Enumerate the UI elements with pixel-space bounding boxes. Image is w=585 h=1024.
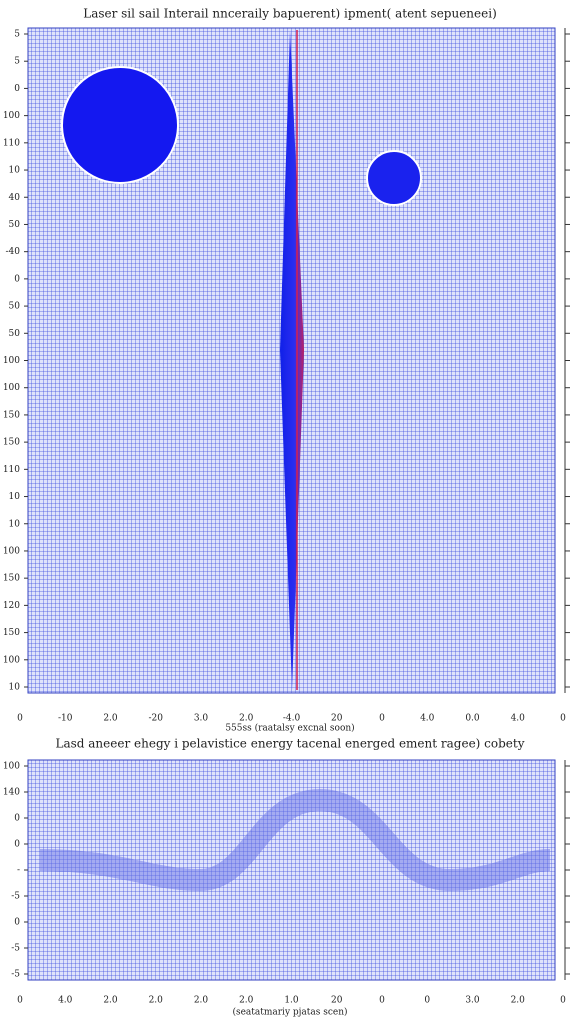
x-tick-label: 20	[331, 996, 343, 1006]
y-tick-label: 100	[3, 111, 20, 121]
y-tick-label: 5	[14, 57, 20, 67]
x-tick-label: 0	[17, 996, 23, 1006]
x-tick-label: 0	[379, 714, 385, 724]
y-tick-label: 110	[3, 465, 20, 475]
x-axis-label: 555ss (raatalsy excnal soon)	[225, 723, 354, 734]
y-tick-label: 100	[3, 762, 20, 772]
blob	[61, 66, 179, 184]
panel-title: Laser sil sail Interail nnceraily bapuer…	[83, 7, 497, 21]
y-tick-label: 50	[9, 220, 21, 230]
x-tick-label: 2.0	[149, 996, 164, 1006]
y-tick-label: 0	[14, 274, 20, 284]
x-tick-label: 4.0	[58, 996, 73, 1006]
x-tick-label: 2.0	[194, 996, 209, 1006]
x-tick-label: -20	[149, 714, 164, 724]
x-tick-label: -4.0	[283, 714, 301, 724]
y-tick-label: -	[17, 866, 20, 876]
spindle	[280, 30, 304, 690]
y-tick-label: 0	[14, 918, 20, 928]
x-tick-label: 3.0	[194, 714, 209, 724]
y-tick-label: 10	[9, 519, 21, 529]
y-tick-label: -5	[11, 970, 20, 980]
x-tick-label: 0.0	[465, 714, 480, 724]
y-tick-label: 100	[3, 383, 20, 393]
y-tick-label: 100	[3, 655, 20, 665]
y-tick-label: 5	[14, 30, 20, 40]
x-tick-label: 1.0	[284, 996, 299, 1006]
y-tick-label: 100	[3, 356, 20, 366]
y-tick-label: 0	[14, 814, 20, 824]
x-tick-label: 2.0	[239, 996, 254, 1006]
x-tick-label: 2.0	[103, 714, 118, 724]
panel-title: Lasd aneeer ehegy i pelavistice energy t…	[56, 737, 525, 751]
y-tick-label: 150	[3, 574, 20, 584]
x-tick-label: 0	[560, 714, 566, 724]
y-tick-label: 10	[9, 166, 21, 176]
y-tick-label: -5	[11, 944, 20, 954]
y-tick-label: 120	[3, 601, 20, 611]
x-tick-label: 3.0	[465, 996, 480, 1006]
y-tick-label: 10	[9, 683, 21, 693]
y-tick-label: -40	[6, 247, 21, 257]
y-tick-label: 100	[3, 546, 20, 556]
y-tick-label: 150	[3, 438, 20, 448]
x-axis-label: (seatatmariy pjatas scen)	[232, 1007, 347, 1018]
panel: Lasd aneeer ehegy i pelavistice energy t…	[3, 737, 570, 1018]
x-tick-label: 2.0	[103, 996, 118, 1006]
y-tick-label: 150	[3, 628, 20, 638]
x-tick-label: 0	[560, 996, 566, 1006]
y-tick-label: -5	[11, 892, 20, 902]
y-tick-label: 10	[9, 492, 21, 502]
y-tick-label: 0	[14, 840, 20, 850]
y-tick-label: 50	[9, 302, 21, 312]
y-tick-label: 0	[14, 84, 20, 94]
x-tick-label: 2.0	[511, 996, 526, 1006]
x-tick-label: 2.0	[239, 714, 254, 724]
x-tick-label: 4.0	[511, 714, 526, 724]
x-tick-label: 20	[331, 714, 343, 724]
y-tick-label: 50	[9, 329, 21, 339]
x-tick-label: 4.0	[420, 714, 435, 724]
y-tick-label: 40	[9, 193, 21, 203]
y-tick-label: 110	[3, 138, 20, 148]
y-tick-label: 150	[3, 410, 20, 420]
x-tick-label: -10	[58, 714, 73, 724]
x-tick-label: 0	[379, 996, 385, 1006]
panel: Laser sil sail Interail nnceraily bapuer…	[3, 7, 570, 734]
wave	[39, 788, 551, 892]
x-tick-label: 0	[17, 714, 23, 724]
y-tick-label: 140	[3, 788, 20, 798]
blob	[366, 150, 422, 206]
x-tick-label: 0	[424, 996, 430, 1006]
